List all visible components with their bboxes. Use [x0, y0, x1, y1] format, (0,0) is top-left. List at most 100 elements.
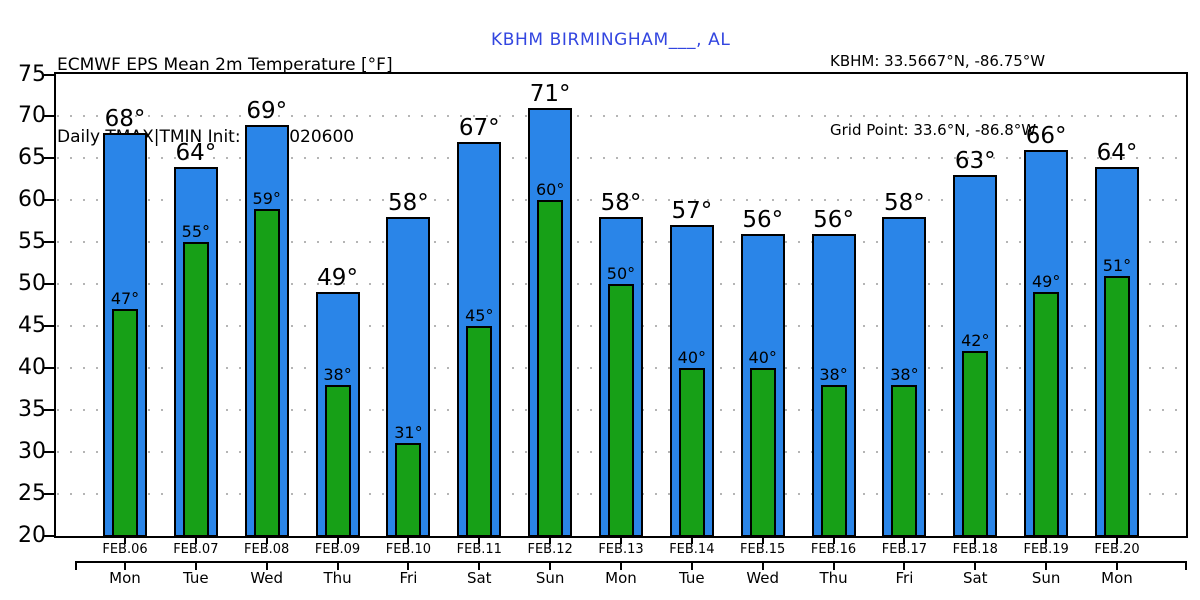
weekday-axis-line — [75, 561, 1187, 563]
weekday-axis-tick — [761, 563, 764, 570]
x-axis-tick — [903, 538, 906, 544]
x-axis-tick — [407, 538, 410, 544]
tmax-value-label: 56° — [813, 206, 854, 233]
x-axis-tick — [1115, 538, 1118, 544]
tmin-bar — [820, 384, 847, 537]
tmin-value-label: 38° — [890, 364, 919, 384]
tmin-bar — [466, 325, 493, 537]
date-label: FEB.13 — [598, 542, 644, 557]
y-axis-tick — [44, 241, 54, 244]
tmax-value-label: 63° — [954, 148, 996, 175]
tmin-bar — [253, 208, 280, 537]
gridline — [57, 157, 1185, 160]
x-axis-tick — [194, 538, 197, 544]
date-label: FEB.17 — [881, 542, 928, 557]
y-axis-label: 50 — [18, 271, 46, 297]
weekday-label: Sun — [535, 569, 565, 587]
weekday-axis-tick — [75, 563, 77, 570]
x-axis-tick — [549, 538, 552, 544]
weekday-label: Tue — [183, 569, 209, 587]
tmax-value-label: 64° — [175, 139, 217, 166]
x-axis-tick — [619, 538, 622, 544]
chart-title: ECMWF EPS Mean 2m Temperature [°F] — [57, 55, 393, 75]
gridline — [57, 115, 1185, 118]
weekday-axis-tick — [407, 563, 410, 570]
tmin-bar — [607, 284, 634, 537]
tmax-value-label: 71° — [529, 81, 571, 108]
weekday-axis-tick — [194, 563, 197, 570]
tmin-bar — [749, 367, 776, 537]
date-label: FEB.16 — [810, 542, 857, 557]
date-label: FEB.11 — [456, 542, 502, 557]
tmin-value-label: 40° — [748, 347, 777, 367]
weekday-axis-tick — [832, 563, 835, 570]
tmin-value-label: 51° — [1102, 255, 1132, 275]
y-axis-label: 30 — [18, 438, 46, 464]
weekday-label: Mon — [605, 569, 637, 587]
weekday-axis-tick — [619, 563, 622, 570]
weekday-label: Sun — [1031, 569, 1061, 587]
tmin-bar — [891, 384, 918, 537]
y-axis-tick — [44, 283, 54, 286]
tmax-value-label: 66° — [1025, 122, 1067, 149]
tmin-bar — [182, 242, 209, 537]
tmin-bar — [395, 443, 422, 537]
y-axis-tick — [44, 492, 54, 495]
weekday-axis-tick — [690, 563, 693, 570]
tmin-value-label: 59° — [252, 188, 281, 208]
tmin-value-label: 49° — [1031, 272, 1061, 292]
weekday-label: Sat — [962, 569, 988, 587]
date-label: FEB.19 — [1023, 542, 1069, 557]
tmin-bar — [962, 351, 989, 537]
date-label: FEB.12 — [527, 542, 573, 557]
y-axis-tick — [44, 157, 54, 160]
grid-point-coords: Grid Point: 33.6°N, -86.8°W — [830, 121, 1037, 139]
tmax-value-label: 56° — [742, 206, 784, 233]
y-axis-tick — [44, 408, 54, 411]
weekday-label: Thu — [323, 569, 352, 587]
weekday-label: Wed — [746, 569, 780, 587]
tmax-value-label: 67° — [458, 114, 500, 141]
y-axis-label: 70 — [18, 103, 46, 129]
weekday-axis-tick — [903, 563, 906, 570]
y-axis-label: 40 — [18, 354, 46, 380]
tmax-value-label: 69° — [246, 97, 288, 124]
tmin-value-label: 40° — [677, 347, 707, 367]
tmin-value-label: 47° — [110, 289, 140, 309]
weekday-label: Fri — [895, 569, 914, 587]
tmin-value-label: 42° — [961, 331, 990, 351]
date-label: FEB.06 — [102, 542, 148, 557]
tmin-value-label: 38° — [819, 364, 848, 384]
x-axis-tick — [478, 538, 481, 544]
chart-header-right: KBHM: 33.5667°N, -86.75°W Grid Point: 33… — [830, 4, 1045, 188]
weekday-label: Tue — [679, 569, 705, 587]
tmax-value-label: 58° — [388, 189, 429, 216]
y-axis-label: 60 — [18, 187, 46, 213]
x-axis-tick — [336, 538, 339, 544]
tmin-bar — [537, 200, 564, 537]
x-axis-tick — [690, 538, 693, 544]
weekday-axis-tick — [1115, 563, 1118, 570]
weekday-axis-tick — [124, 563, 126, 570]
tmin-bar — [678, 367, 705, 537]
weekday-axis-tick — [265, 563, 268, 570]
tmin-bar — [112, 309, 138, 537]
tmin-value-label: 50° — [606, 264, 636, 284]
tmin-value-label: 55° — [181, 222, 211, 242]
weekday-label: Mon — [109, 569, 141, 587]
date-label: FEB.15 — [740, 542, 786, 557]
date-label: FEB.08 — [244, 542, 290, 557]
x-axis-tick — [1045, 538, 1048, 544]
tmin-value-label: 45° — [465, 305, 494, 325]
weekday-axis-tick — [974, 563, 977, 570]
tmin-bar — [1103, 275, 1130, 537]
tmin-value-label: 31° — [394, 423, 423, 443]
weekday-axis-tick — [336, 563, 339, 570]
tmax-value-label: 58° — [600, 189, 642, 216]
date-label: FEB.18 — [952, 542, 998, 557]
tmin-bar — [1033, 292, 1060, 537]
y-axis-tick — [44, 73, 54, 76]
date-label: FEB.20 — [1094, 542, 1140, 557]
y-axis-tick — [44, 115, 54, 118]
